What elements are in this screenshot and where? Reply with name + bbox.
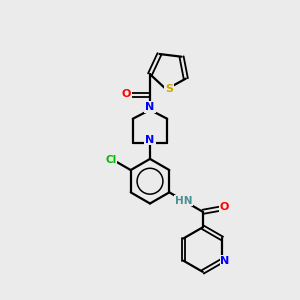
Text: N: N: [146, 102, 154, 112]
Text: Cl: Cl: [105, 155, 117, 165]
Text: HN: HN: [175, 196, 192, 206]
Text: O: O: [220, 202, 229, 212]
Text: N: N: [220, 256, 230, 266]
Text: S: S: [165, 84, 173, 94]
Text: N: N: [146, 135, 154, 145]
Text: O: O: [122, 89, 131, 99]
